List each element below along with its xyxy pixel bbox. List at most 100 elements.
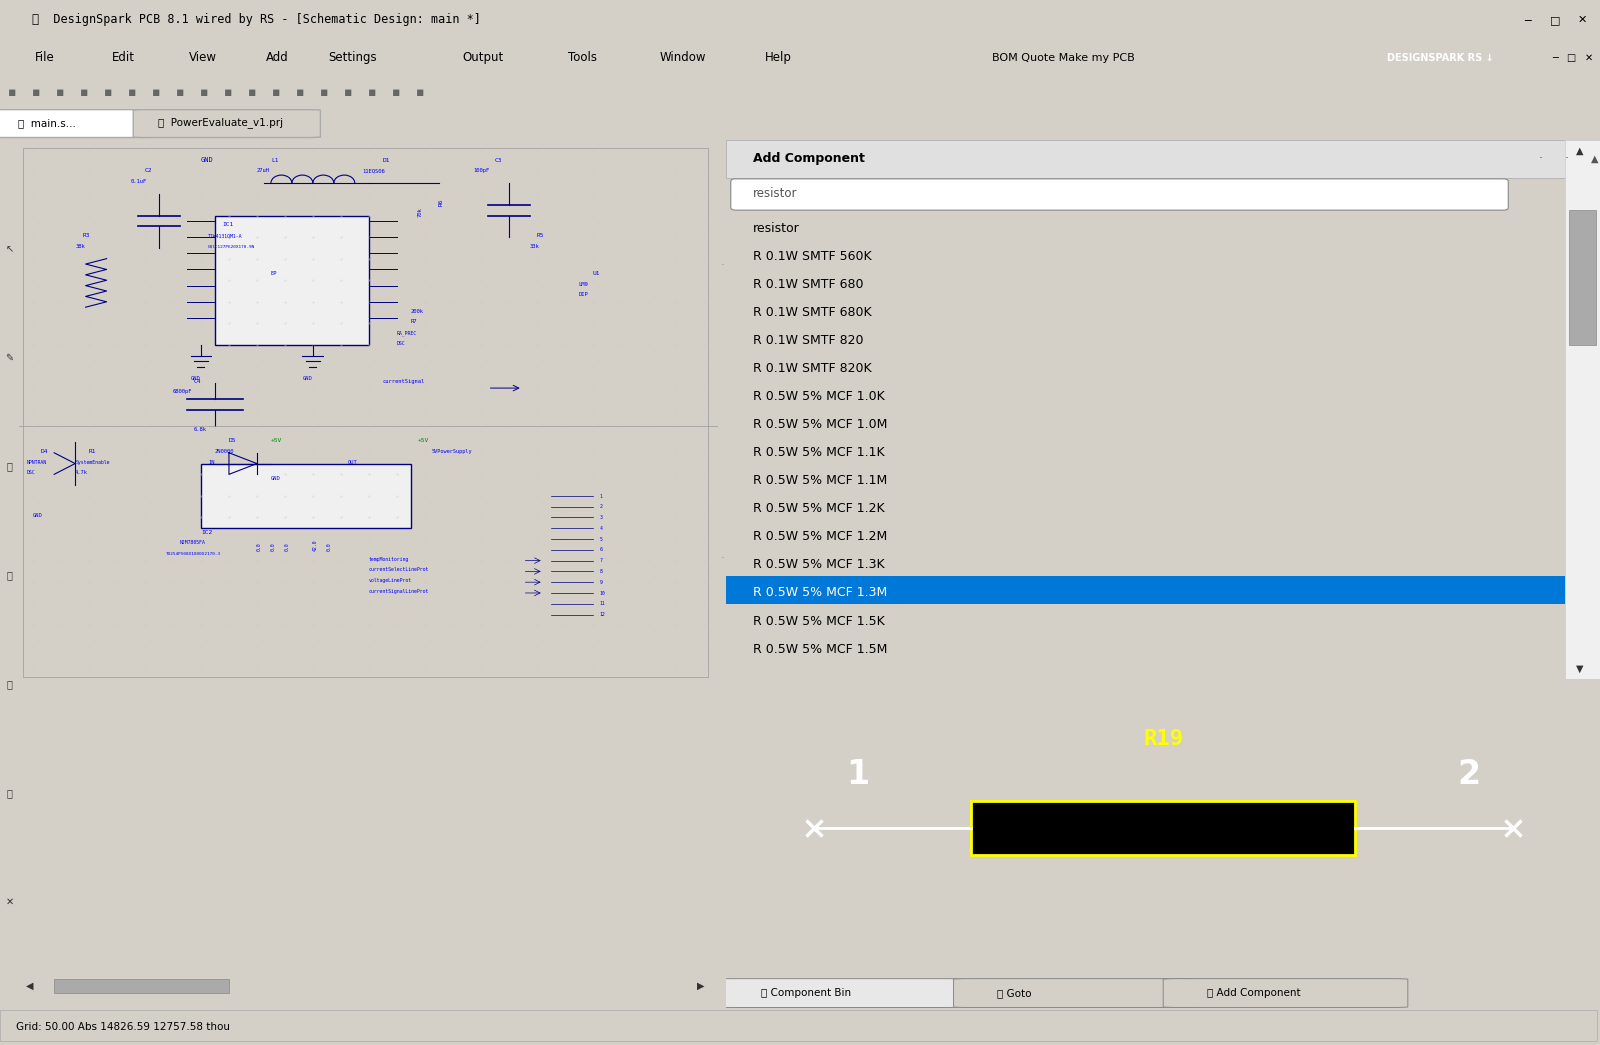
Text: TJW4131QM1-A: TJW4131QM1-A (208, 233, 243, 238)
Text: ▪: ▪ (272, 86, 280, 99)
Text: currentSignalLineProt: currentSignalLineProt (368, 589, 429, 594)
Text: 2: 2 (600, 505, 603, 509)
Text: R 0.1W SMTF 820: R 0.1W SMTF 820 (752, 334, 862, 347)
Text: ·: · (720, 554, 725, 563)
Bar (971, 802, 1355, 855)
Text: 0.0: 0.0 (285, 542, 290, 551)
Text: 33k: 33k (530, 243, 539, 249)
Text: ·: · (720, 260, 725, 271)
Text: resistor: resistor (752, 187, 797, 201)
Text: ▪: ▪ (80, 86, 88, 99)
Text: 🎯 Goto: 🎯 Goto (997, 988, 1032, 998)
Text: Output: Output (462, 51, 504, 65)
Text: 11EQS06: 11EQS06 (362, 168, 384, 173)
Text: Tools: Tools (568, 51, 597, 65)
Text: 11: 11 (600, 601, 605, 606)
Text: 🔲  DesignSpark PCB 8.1 wired by RS - [Schematic Design: main *]: 🔲 DesignSpark PCB 8.1 wired by RS - [Sch… (32, 14, 482, 26)
Text: BOM Quote Make my PCB: BOM Quote Make my PCB (992, 53, 1134, 63)
Text: NJM7805FA: NJM7805FA (181, 540, 206, 545)
Text: GND: GND (34, 513, 43, 518)
Text: 0.0: 0.0 (258, 542, 262, 551)
Text: currentSignal: currentSignal (382, 378, 426, 384)
Text: 0.0: 0.0 (326, 542, 331, 551)
Text: 100pF: 100pF (474, 168, 490, 173)
FancyBboxPatch shape (731, 179, 1509, 210)
Text: 5: 5 (600, 537, 603, 541)
Text: ▪: ▪ (224, 86, 232, 99)
Text: IC2: IC2 (202, 530, 213, 535)
Text: 2N0000: 2N0000 (214, 448, 235, 454)
Text: 📏: 📏 (6, 679, 13, 689)
Text: R 0.5W 5% MCF 1.0M: R 0.5W 5% MCF 1.0M (752, 418, 886, 432)
Bar (726, 576, 1565, 604)
Text: ▪: ▪ (392, 86, 400, 99)
Text: ▪: ▪ (248, 86, 256, 99)
Text: R 0.5W 5% MCF 1.2M: R 0.5W 5% MCF 1.2M (752, 531, 886, 543)
Text: ▪: ▪ (104, 86, 112, 99)
Text: R19: R19 (1142, 728, 1184, 749)
Text: R 0.5W 5% MCF 1.2K: R 0.5W 5% MCF 1.2K (752, 503, 885, 515)
Text: R 0.1W SMTF 680K: R 0.1W SMTF 680K (752, 306, 872, 319)
Text: ⭕: ⭕ (6, 788, 13, 798)
Text: C3: C3 (494, 158, 502, 163)
Text: 70k: 70k (418, 207, 422, 216)
Text: ▪: ▪ (152, 86, 160, 99)
Text: GND: GND (202, 157, 214, 163)
Bar (214, 215, 368, 345)
Text: R5: R5 (536, 233, 544, 238)
Text: GND: GND (302, 376, 312, 381)
Text: 📦 Component Bin: 📦 Component Bin (762, 988, 851, 998)
Text: SystemEnable: SystemEnable (75, 460, 110, 465)
Text: Add Component: Add Component (752, 153, 864, 165)
Text: 4: 4 (600, 526, 603, 531)
Text: TO254P508X1000X2170-3: TO254P508X1000X2170-3 (166, 552, 221, 556)
Text: R 0.5W 5% MCF 1.3M: R 0.5W 5% MCF 1.3M (752, 586, 886, 600)
Text: 2: 2 (1458, 758, 1480, 791)
Text: ↖: ↖ (5, 243, 14, 254)
Text: View: View (189, 51, 218, 65)
Text: D1: D1 (382, 158, 390, 163)
FancyBboxPatch shape (1163, 978, 1408, 1007)
Text: 38k: 38k (75, 243, 85, 249)
Text: ✕: ✕ (1584, 53, 1594, 63)
Text: R 0.5W 5% MCF 1.1M: R 0.5W 5% MCF 1.1M (752, 474, 886, 487)
Text: R 0.5W 5% MCF 1.5K: R 0.5W 5% MCF 1.5K (752, 614, 885, 627)
Bar (202, 464, 411, 529)
Text: 5VPowerSupply: 5VPowerSupply (432, 448, 472, 454)
Text: L1: L1 (270, 158, 278, 163)
Bar (726, 140, 1600, 178)
Text: ·: · (1539, 153, 1542, 165)
Text: 27uH: 27uH (258, 168, 270, 173)
Text: 8: 8 (600, 570, 603, 574)
Text: ▪: ▪ (296, 86, 304, 99)
Text: 6: 6 (600, 548, 603, 553)
Text: 10: 10 (600, 590, 605, 596)
Text: ◀: ◀ (26, 981, 34, 991)
Text: ▶: ▶ (698, 981, 706, 991)
Text: resistor: resistor (752, 222, 800, 235)
Text: 6.8k: 6.8k (194, 427, 206, 433)
Text: ▲: ▲ (1576, 146, 1584, 156)
Text: D5: D5 (229, 438, 237, 443)
Text: □: □ (1550, 15, 1560, 25)
Text: 📁  PowerEvaluate_v1.prj: 📁 PowerEvaluate_v1.prj (158, 117, 283, 129)
Text: ▪: ▪ (8, 86, 16, 99)
Text: OUT: OUT (347, 460, 357, 465)
Text: 🗋  main.s...: 🗋 main.s... (18, 118, 75, 127)
FancyBboxPatch shape (718, 978, 962, 1007)
Text: 3: 3 (600, 515, 603, 520)
Text: Window: Window (659, 51, 706, 65)
Text: ─: ─ (1552, 53, 1558, 63)
Text: 7: 7 (600, 558, 603, 563)
Text: ▪: ▪ (320, 86, 328, 99)
Bar (54, 979, 229, 993)
Text: IC1: IC1 (222, 223, 234, 228)
Text: ▼: ▼ (1576, 664, 1584, 673)
Bar (1565, 140, 1600, 679)
Text: 1: 1 (600, 493, 603, 498)
Text: LM9: LM9 (579, 281, 589, 286)
Text: ▪: ▪ (416, 86, 424, 99)
Text: Add: Add (266, 51, 288, 65)
Text: ─: ─ (1525, 15, 1531, 25)
Text: ⬜: ⬜ (6, 462, 13, 471)
